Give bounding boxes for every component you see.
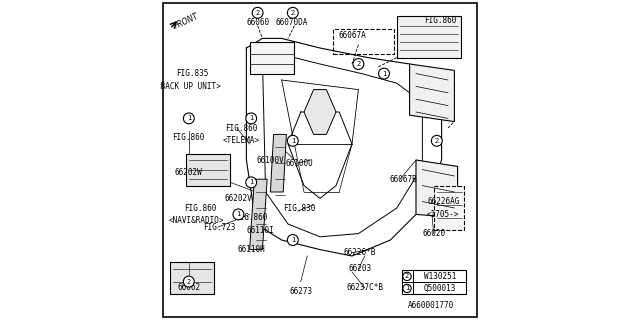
Text: 66060: 66060 — [246, 18, 269, 27]
Text: FIG.860: FIG.860 — [173, 133, 205, 142]
Text: 66237C*B: 66237C*B — [346, 284, 383, 292]
Text: 2: 2 — [356, 61, 360, 67]
Text: W130251: W130251 — [424, 272, 456, 281]
Text: 1: 1 — [382, 71, 386, 76]
Text: 66062: 66062 — [177, 284, 200, 292]
Circle shape — [287, 235, 298, 245]
Text: 66100U: 66100U — [285, 159, 313, 168]
Text: 66226*B: 66226*B — [344, 248, 376, 257]
Text: 1: 1 — [249, 180, 253, 185]
Polygon shape — [416, 160, 458, 218]
FancyBboxPatch shape — [434, 186, 464, 230]
Polygon shape — [250, 179, 268, 250]
Text: Q500013: Q500013 — [424, 284, 456, 293]
Text: 1: 1 — [236, 212, 241, 217]
Text: 66203: 66203 — [348, 264, 372, 273]
Text: <BACK UP UNIT>: <BACK UP UNIT> — [156, 82, 221, 91]
Polygon shape — [270, 134, 287, 192]
Text: FRONT: FRONT — [173, 12, 200, 31]
Text: 66100V: 66100V — [257, 156, 284, 164]
Text: FIG.860: FIG.860 — [184, 204, 216, 212]
Text: 66273: 66273 — [289, 287, 312, 296]
Polygon shape — [186, 154, 230, 186]
Polygon shape — [170, 262, 214, 294]
Polygon shape — [304, 90, 336, 134]
Text: FIG.860: FIG.860 — [424, 16, 456, 25]
Circle shape — [233, 209, 244, 220]
Text: 1: 1 — [405, 285, 409, 292]
Text: 2: 2 — [291, 10, 295, 16]
Text: <TELEMA>: <TELEMA> — [223, 136, 260, 145]
Circle shape — [403, 272, 412, 281]
Text: FIG.860: FIG.860 — [235, 213, 268, 222]
Text: 1: 1 — [291, 138, 295, 144]
Text: 66226AG: 66226AG — [427, 197, 460, 206]
Text: 66202W: 66202W — [175, 168, 203, 177]
Text: 66020: 66020 — [422, 229, 445, 238]
Text: FIG.835: FIG.835 — [176, 69, 208, 78]
Circle shape — [184, 113, 195, 124]
Circle shape — [403, 284, 412, 292]
FancyBboxPatch shape — [402, 270, 466, 294]
Text: 66110I: 66110I — [247, 226, 275, 235]
Text: 66067A: 66067A — [338, 31, 366, 40]
Text: 66070DA: 66070DA — [275, 18, 307, 27]
Circle shape — [246, 177, 257, 188]
Circle shape — [184, 276, 195, 287]
FancyBboxPatch shape — [397, 16, 461, 58]
Circle shape — [287, 7, 298, 18]
Circle shape — [252, 7, 263, 18]
Text: 2: 2 — [405, 273, 409, 279]
Polygon shape — [410, 64, 454, 122]
Text: 2: 2 — [187, 279, 191, 284]
FancyBboxPatch shape — [163, 3, 477, 317]
Circle shape — [378, 68, 389, 79]
Circle shape — [431, 135, 442, 146]
Text: 2: 2 — [255, 10, 260, 16]
Text: 66202V: 66202V — [225, 194, 252, 203]
Circle shape — [287, 135, 298, 146]
Circle shape — [246, 113, 257, 124]
Text: <1705->: <1705-> — [427, 210, 460, 219]
Text: A660001770: A660001770 — [408, 301, 454, 310]
FancyBboxPatch shape — [250, 42, 294, 74]
Text: 66067B: 66067B — [389, 175, 417, 184]
Text: FIG.723: FIG.723 — [203, 223, 236, 232]
Circle shape — [353, 59, 364, 69]
Text: FIG.830: FIG.830 — [283, 204, 316, 212]
Text: 1: 1 — [291, 237, 295, 243]
Text: 1: 1 — [187, 116, 191, 121]
Text: 2: 2 — [435, 138, 439, 144]
Text: FIG.860: FIG.860 — [225, 124, 258, 132]
Text: 1: 1 — [249, 116, 253, 121]
Text: <NAVI&RADIO>: <NAVI&RADIO> — [169, 216, 225, 225]
Text: 66110H: 66110H — [237, 245, 265, 254]
